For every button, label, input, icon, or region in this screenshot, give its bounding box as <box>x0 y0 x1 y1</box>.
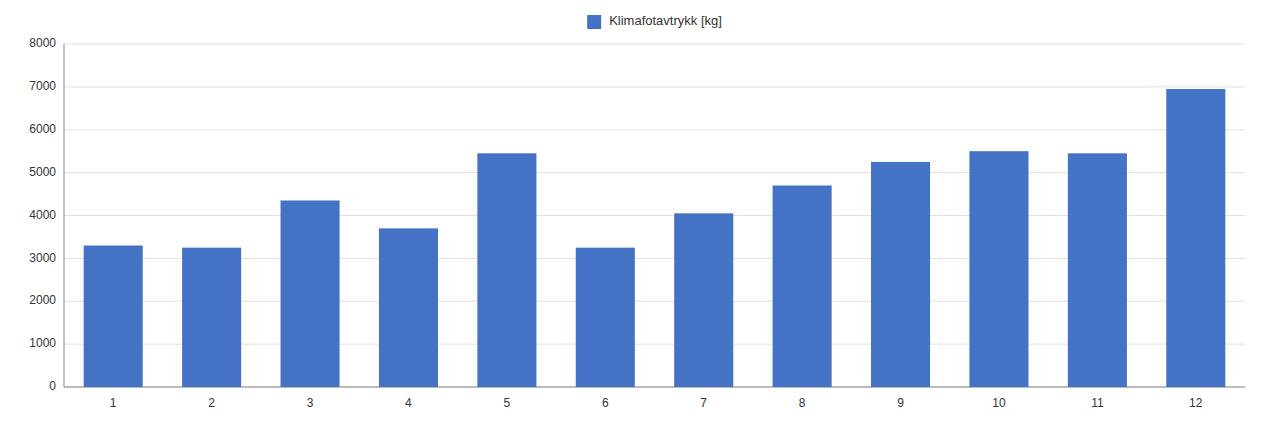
x-tick-label: 6 <box>602 396 609 410</box>
x-tick-label: 12 <box>1189 396 1203 410</box>
legend: Klimafotavtrykk [kg] <box>587 13 722 29</box>
x-tick-label: 8 <box>799 396 806 410</box>
y-tick-label: 7000 <box>29 79 56 93</box>
y-tick-label: 4000 <box>29 208 56 222</box>
x-tick-label: 1 <box>110 396 117 410</box>
bar <box>773 185 832 387</box>
bars <box>84 89 1226 387</box>
bar <box>674 213 733 387</box>
x-tick-label: 9 <box>897 396 904 410</box>
y-tick-label: 0 <box>49 379 56 393</box>
chart-container: 0100020003000400050006000700080001234567… <box>0 0 1269 423</box>
legend-swatch <box>587 15 601 29</box>
x-tick-label: 2 <box>208 396 215 410</box>
y-tick-label: 6000 <box>29 122 56 136</box>
y-axis-line <box>64 44 65 387</box>
bar <box>576 248 635 387</box>
bar <box>1068 153 1127 387</box>
y-tick-label: 8000 <box>29 36 56 50</box>
bar <box>1166 89 1225 387</box>
bar <box>281 200 340 387</box>
bar <box>969 151 1028 387</box>
grid <box>64 44 1245 387</box>
grid-line <box>64 86 1245 87</box>
bar <box>379 228 438 387</box>
x-tick-label: 4 <box>405 396 412 410</box>
x-tick-label: 5 <box>504 396 511 410</box>
y-tick-label: 2000 <box>29 293 56 307</box>
axes: 0100020003000400050006000700080001234567… <box>29 36 1245 410</box>
y-tick-label: 1000 <box>29 336 56 350</box>
bar <box>871 162 930 387</box>
chart-svg: 0100020003000400050006000700080001234567… <box>0 0 1269 423</box>
bar <box>182 248 241 387</box>
x-tick-label: 3 <box>307 396 314 410</box>
legend-label: Klimafotavtrykk [kg] <box>609 13 722 28</box>
bar <box>84 246 143 387</box>
bar <box>477 153 536 387</box>
x-tick-label: 11 <box>1091 396 1104 410</box>
y-tick-label: 3000 <box>29 251 56 265</box>
y-tick-label: 5000 <box>29 165 56 179</box>
grid-line <box>64 44 1245 45</box>
x-tick-label: 7 <box>700 396 707 410</box>
grid-line <box>64 129 1245 130</box>
x-tick-label: 10 <box>992 396 1006 410</box>
